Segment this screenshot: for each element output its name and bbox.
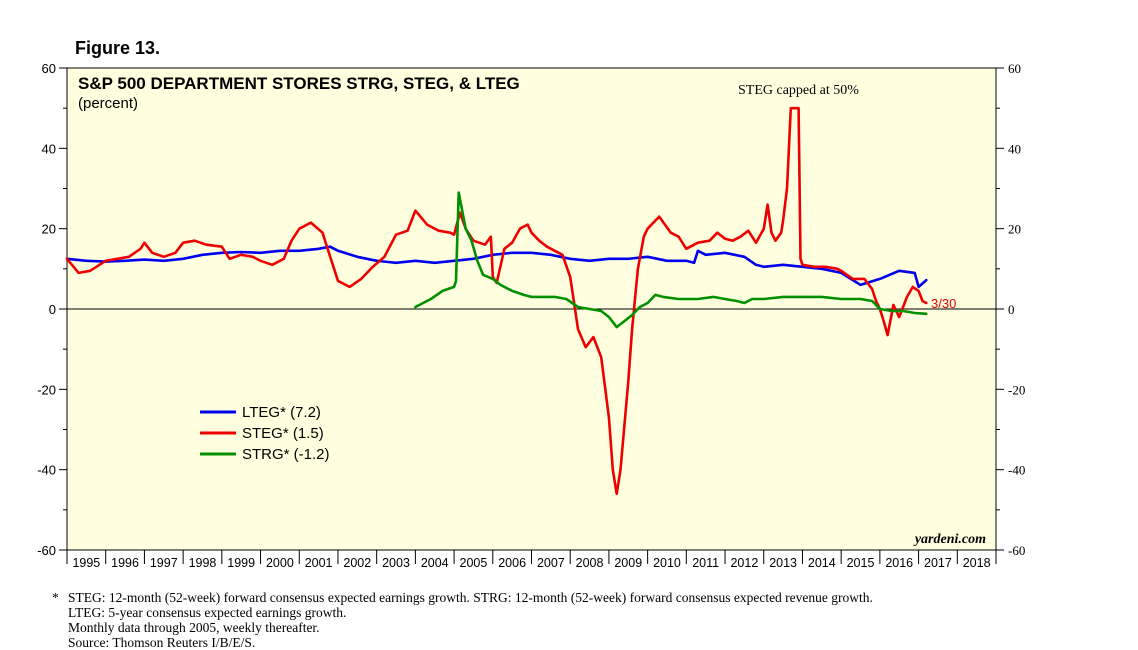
legend-label-steg: STEG* (1.5)	[242, 425, 324, 442]
chart-subtitle: (percent)	[78, 95, 138, 112]
y-tick-label-left: 40	[42, 141, 56, 156]
x-tick-label: 2003	[382, 556, 410, 570]
y-tick-label-right: -20	[1008, 382, 1025, 397]
y-tick-label-left: -60	[37, 543, 56, 558]
x-tick-label: 2018	[963, 556, 991, 570]
x-tick-label: 2010	[653, 556, 681, 570]
series-line-steg	[65, 106, 928, 496]
y-axis-right: 60 40 20 0 -20 -40 -60	[996, 61, 1025, 558]
footnote-line: Monthly data through 2005, weekly therea…	[68, 620, 320, 635]
x-tick-label: 2017	[924, 556, 952, 570]
y-tick-label-right: 20	[1008, 222, 1021, 237]
legend-label-strg: STRG* (-1.2)	[242, 446, 330, 463]
series-line-lteg	[65, 245, 928, 289]
x-tick-label: 2004	[421, 556, 449, 570]
x-tick-label: 2013	[769, 556, 797, 570]
y-tick-label-right: 60	[1008, 61, 1021, 76]
x-tick-label: 2016	[885, 556, 913, 570]
x-tick-label: 2012	[730, 556, 758, 570]
x-axis: 1995 1996 1997 1998 1999 2000 2001 2002 2003 2004…	[66, 550, 997, 570]
footnote-line: Source: Thomson Reuters I/B/E/S.	[68, 635, 256, 650]
x-tick-label: 1997	[150, 556, 178, 570]
x-tick-label: 2002	[343, 556, 371, 570]
y-tick-label-right: 40	[1008, 141, 1021, 156]
end-date-label: 3/30	[931, 296, 956, 311]
watermark: yardeni.com	[913, 532, 986, 547]
x-tick-label: 2011	[692, 556, 719, 570]
x-tick-label: 2015	[847, 556, 875, 570]
series-lines	[65, 106, 928, 496]
x-tick-label: 2009	[614, 556, 642, 570]
footnotes: * STEG: 12-month (52-week) forward conse…	[50, 590, 873, 650]
footnote-line: STEG: 12-month (52-week) forward consens…	[68, 590, 873, 605]
x-tick-label: 1998	[189, 556, 217, 570]
footnote-marker: *	[52, 590, 59, 605]
y-tick-label-right: -40	[1008, 463, 1025, 478]
x-tick-label: 1999	[227, 556, 255, 570]
x-tick-label: 2001	[305, 556, 333, 570]
x-tick-label: 2005	[460, 556, 488, 570]
x-tick-label: 1996	[111, 556, 139, 570]
figure-label: Figure 13.	[75, 38, 161, 58]
footnote-line: LTEG: 5-year consensus expected earnings…	[68, 605, 347, 620]
y-tick-label-left: 20	[42, 222, 56, 237]
y-tick-label-right: 0	[1008, 302, 1015, 317]
steg-cap-annotation: STEG capped at 50%	[738, 83, 859, 98]
x-tick-label: 2008	[576, 556, 604, 570]
y-tick-label-left: 60	[42, 61, 56, 76]
x-tick-label: 2000	[266, 556, 294, 570]
x-tick-label: 2014	[808, 556, 836, 570]
x-tick-label: 2007	[537, 556, 565, 570]
y-tick-label-left: -40	[37, 463, 56, 478]
legend: LTEG* (7.2) STEG* (1.5) STRG* (-1.2)	[200, 404, 330, 463]
y-axis-left: 60 40 20 0 -20 -40 -60	[37, 61, 67, 558]
y-tick-label-left: -20	[37, 382, 56, 397]
x-tick-label: 2006	[498, 556, 526, 570]
y-tick-label-right: -60	[1008, 543, 1025, 558]
chart-title: S&P 500 DEPARTMENT STORES STRG, STEG, & …	[78, 74, 520, 93]
y-tick-label-left: 0	[49, 302, 56, 317]
x-tick-label: 1995	[72, 556, 100, 570]
legend-label-lteg: LTEG* (7.2)	[242, 404, 321, 421]
series-line-strg	[414, 191, 928, 329]
